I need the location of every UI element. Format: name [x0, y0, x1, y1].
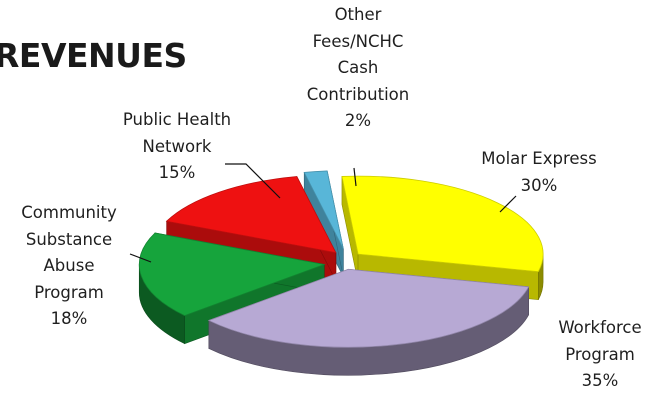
label-public-line-1: Public Health — [122, 110, 232, 129]
label-other-line-4: Contribution — [306, 84, 410, 104]
label-other-line-2: Fees/NCHC — [312, 31, 404, 51]
label-public-pct: 15% — [158, 163, 196, 182]
pie-slice-top-workforce-program — [207, 268, 530, 348]
label-workforce: Workforce Program 35% — [540, 315, 660, 395]
label-community-pct: 18% — [50, 309, 88, 328]
label-workforce-line-2: Program — [565, 344, 635, 364]
label-other-pct: 2% — [344, 111, 372, 130]
label-community-line-1: Community — [21, 203, 117, 222]
label-public-health: Public Health Network 15% — [102, 107, 252, 187]
label-workforce-pct: 35% — [581, 371, 619, 390]
label-community-line-3: Abuse — [43, 256, 95, 275]
label-molar: Molar Express 30% — [454, 146, 624, 199]
label-workforce-line-1: Workforce — [558, 318, 642, 337]
leader-line-other-fees — [353, 167, 357, 187]
label-other-line-1: Other — [334, 5, 382, 24]
label-other: Other Fees/NCHC Cash Contribution 2% — [288, 2, 428, 135]
label-molar-line-1: Molar Express — [481, 149, 597, 168]
label-molar-pct: 30% — [520, 175, 558, 195]
leader-line-public-health — [225, 163, 281, 199]
label-community-line-2: Substance — [25, 229, 113, 249]
pie-slice-top-public-health-network — [165, 176, 337, 254]
chart-title: REVENUES — [0, 36, 187, 75]
pie-slice-top-community-substance-abuse — [138, 232, 326, 317]
pie-slice-top-molar-express — [341, 175, 544, 273]
label-community: Community Substance Abuse Program 18% — [6, 200, 132, 333]
label-community-line-4: Program — [34, 282, 104, 302]
leader-line-community — [129, 253, 152, 263]
pie-slice-top-other-fees — [303, 170, 344, 249]
pie-slice-workforce-program — [207, 268, 530, 376]
label-public-line-2: Network — [142, 136, 212, 156]
label-other-line-3: Cash — [337, 58, 379, 77]
leader-line-molar-express — [499, 195, 517, 213]
